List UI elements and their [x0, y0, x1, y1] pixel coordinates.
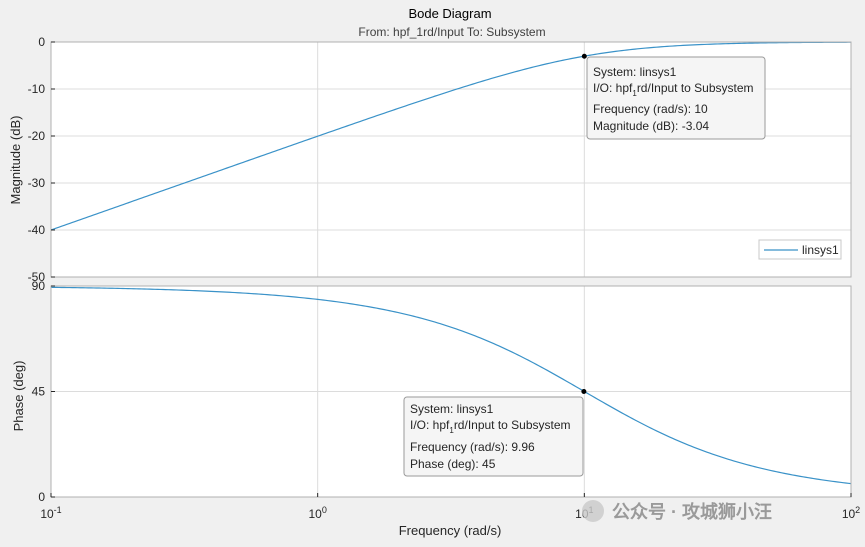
magnitude-datatip-system: System: linsys1 — [593, 65, 677, 79]
magnitude-ytick-label: 0 — [38, 35, 45, 49]
x-tick-label: 102 — [842, 505, 860, 521]
magnitude-ytick-label: -30 — [28, 176, 46, 190]
magnitude-ytick-label: -40 — [28, 223, 46, 237]
chart-subtitle: From: hpf_1rd/Input To: Subsystem — [358, 25, 545, 39]
phase-series-line — [50, 286, 852, 485]
phase-datatip-value: Phase (deg): 45 — [410, 457, 496, 471]
magnitude-datatip-frequency: Frequency (rad/s): 10 — [593, 102, 708, 116]
phase-ytick-label: 90 — [32, 279, 46, 293]
magnitude-y-ticks: 0 -10 -20 -30 -40 -50 — [28, 35, 55, 284]
phase-datatip-system: System: linsys1 — [410, 402, 494, 416]
phase-ylabel: Phase (deg) — [11, 361, 26, 432]
phase-y-ticks: 90 45 0 — [32, 279, 55, 504]
magnitude-ytick-label: -20 — [28, 129, 46, 143]
magnitude-axes: 0-10-20-30-40-50 Magnitude (dB) linsys1 … — [8, 35, 852, 284]
legend-label: linsys1 — [802, 243, 839, 257]
magnitude-series-line — [50, 41, 852, 231]
magnitude-datatip[interactable]: System: linsys1 I/O: hpf1rd/Input to Sub… — [581, 53, 766, 140]
legend[interactable]: linsys1 — [758, 239, 842, 260]
phase-axes: 90 45 0 Phase (deg) System: linsys1 I/O: h… — [11, 279, 852, 504]
x-axis-label: Frequency (rad/s) — [399, 523, 502, 538]
x-ticks: 10-1100101102 — [40, 493, 860, 521]
phase-datatip-frequency: Frequency (rad/s): 9.96 — [410, 440, 535, 454]
phase-ytick-label: 0 — [38, 490, 45, 504]
magnitude-datatip-box — [586, 56, 766, 140]
magnitude-datatip-io: I/O: hpf1rd/Input to Subsystem — [593, 81, 754, 98]
x-tick-label: 10-1 — [40, 505, 61, 521]
watermark-text: 公众号 · 攻城狮小汪 — [612, 501, 772, 522]
x-tick-label: 100 — [308, 505, 326, 521]
magnitude-ytick-label: -50 — [28, 270, 46, 284]
phase-datatip-marker[interactable] — [581, 389, 587, 394]
watermark-logo-icon — [582, 500, 604, 522]
chart-title: Bode Diagram — [408, 6, 491, 21]
phase-datatip-io: I/O: hpf1rd/Input to Subsystem — [410, 418, 571, 435]
magnitude-axes-frame — [50, 41, 852, 278]
magnitude-datatip-value: Magnitude (dB): -3.04 — [593, 119, 709, 133]
phase-ytick-label: 45 — [32, 385, 46, 399]
magnitude-datatip-marker[interactable] — [581, 53, 587, 59]
phase-datatip[interactable]: System: linsys1 I/O: hpf1rd/Input to Sub… — [403, 389, 587, 477]
phase-datatip-box — [403, 396, 584, 477]
watermark: 公众号 · 攻城狮小汪 — [582, 500, 772, 522]
magnitude-ytick-label: -10 — [28, 82, 46, 96]
legend-box — [758, 239, 842, 260]
magnitude-ylabel: Magnitude (dB) — [8, 116, 23, 205]
